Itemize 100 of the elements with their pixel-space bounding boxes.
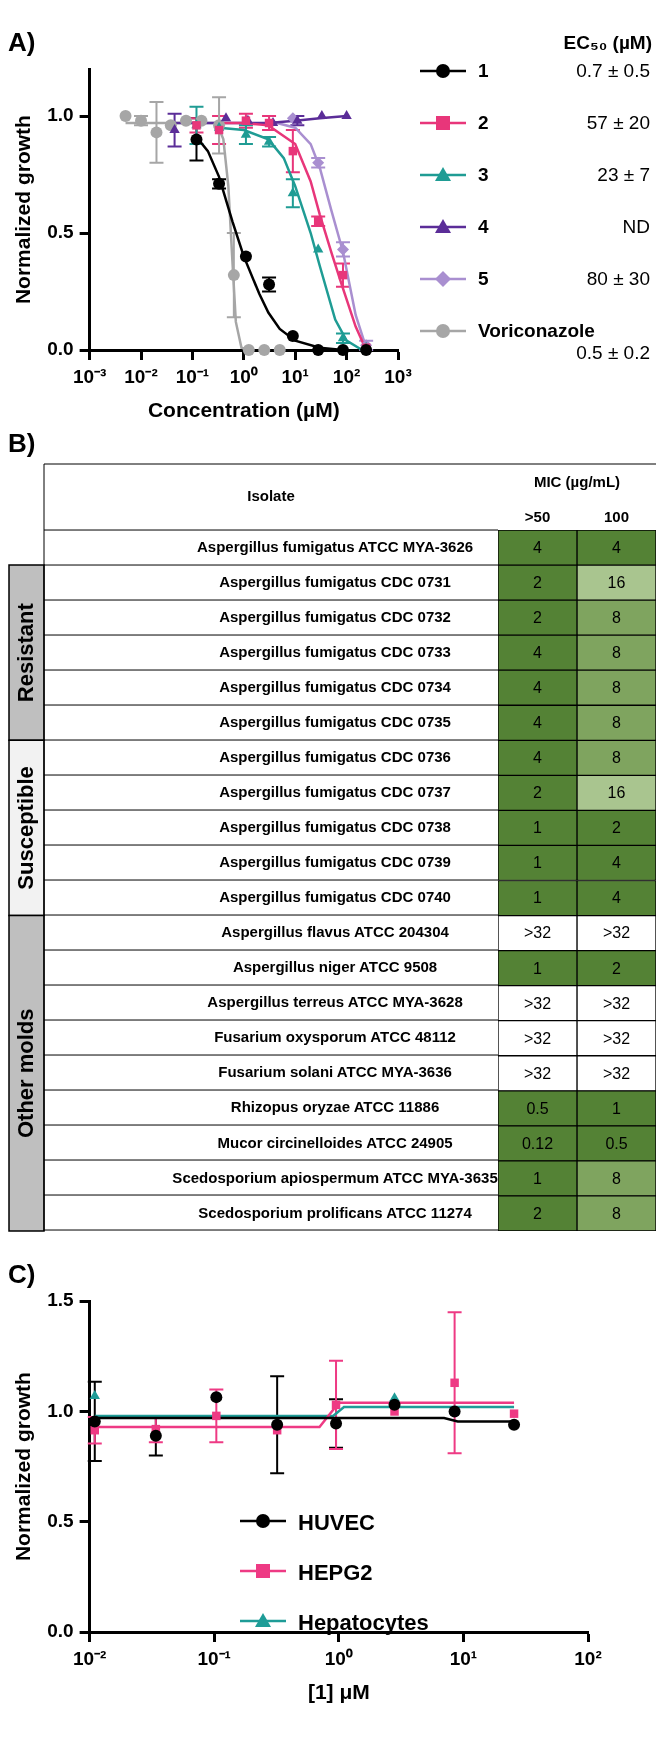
data-label: 1 [533,959,543,977]
x-tick-label: 10² [574,1647,602,1669]
text: >32 [523,1029,552,1047]
text: ND [622,216,650,238]
y-tick-label: Aspergillus fumigatus CDC 0731 [219,572,451,590]
text: >32 [523,994,552,1012]
text: >32 [523,1064,552,1082]
x-tick-label: 10³ [384,365,412,387]
text: Other molds [13,1008,39,1139]
text: Susceptible [13,766,39,890]
x-tick-label: 10⁻³ [72,365,107,387]
text: >32 [523,924,552,942]
y-axis-title: Normalized growth [11,1372,35,1562]
data-label: 4 [533,749,543,767]
text: Resistant [13,602,39,703]
y-tick-label: 0.0 [47,338,74,360]
data-label: 8 [612,1204,622,1222]
text: >32 [602,1064,631,1082]
chart-title: A) [8,26,36,57]
text: 0.7 ± 0.5 [576,60,650,82]
data-label: 2 [612,959,622,977]
data-label: 0.5 [526,1099,549,1117]
y-tick-label: Scedosporium apiospermum ATCC MYA-3635 [172,1168,498,1186]
data-label: 1 [533,1169,543,1187]
data-label: 2 [533,573,543,591]
data-label: 2 [533,609,543,627]
y-tick-label: Aspergillus fumigatus CDC 0735 [219,712,451,730]
data-label: 16 [607,784,626,802]
data-label: 0.5 [605,1134,628,1152]
legend-label: 3 [478,164,490,186]
legend-label: Hepatocytes [298,1610,429,1636]
y-tick-label: Aspergillus fumigatus CDC 0733 [219,642,451,660]
data-label: 4 [533,679,543,697]
text: 57 ± 20 [586,112,650,134]
legend-label: HUVEC [298,1510,376,1536]
data-label: 2 [533,1204,543,1222]
data-label: 8 [612,714,622,732]
text: 0.5 ± 0.2 [576,342,650,364]
data-label: 4 [612,538,622,556]
legend-label: 1 [478,60,490,82]
y-tick-label: 1.0 [47,104,74,126]
data-label: 1 [533,854,543,872]
data-label: 1 [612,1099,622,1117]
y-tick-label: Aspergillus terreus ATCC MYA-3628 [207,993,463,1011]
y-tick-label: Fusarium solani ATCC MYA-3636 [218,1063,452,1081]
legend-label: HEPG2 [298,1560,373,1586]
data-label: 1 [533,889,543,907]
y-tick-label: Aspergillus fumigatus CDC 0738 [219,818,451,836]
data-label: 2 [533,784,543,802]
y-tick-label: 0.0 [47,1620,74,1642]
y-tick-label: Aspergillus niger ATCC 9508 [232,958,438,976]
data-label: 4 [612,889,622,907]
y-tick-label: Aspergillus fumigatus CDC 0736 [219,747,451,765]
data-label: 4 [533,538,543,556]
y-tick-label: Aspergillus flavus ATCC 204304 [221,923,450,941]
x-axis-title: Concentration (µM) [147,398,340,422]
x-axis-title: MIC (µg/mL) [533,473,621,491]
data-label: 8 [612,679,622,697]
text: >32 [602,924,631,942]
y-tick-label: Aspergillus fumigatus ATCC MYA-3626 [196,537,474,555]
data-label: 16 [607,573,626,591]
data-label: 0.12 [521,1134,554,1152]
data-label: 4 [612,854,622,872]
y-tick-label: 1.0 [47,1399,74,1421]
x-tick-label: 10¹ [281,365,309,387]
y-tick-label: 0.5 [47,221,75,243]
x-tick-label: 10⁰ [324,1647,353,1669]
y-tick-label: Mucor circinelloides ATCC 24905 [217,1133,453,1151]
legend-label: 5 [478,268,490,290]
x-tick-label: >50 [524,508,551,526]
x-tick-label: 10⁻² [72,1647,107,1669]
x-tick-label: 10² [332,365,361,387]
y-tick-label: Aspergillus fumigatus CDC 0739 [219,853,451,871]
text: >32 [602,1029,631,1047]
x-tick-label: 10¹ [449,1647,478,1669]
y-tick-label: Aspergillus fumigatus CDC 0732 [219,607,451,625]
y-tick-label: Aspergillus fumigatus CDC 0740 [219,888,451,906]
text: 80 ± 30 [586,268,650,290]
data-label: 8 [612,749,622,767]
y-tick-label: Aspergillus fumigatus CDC 0734 [219,677,452,695]
y-tick-label: Scedosporium prolificans ATCC 11274 [198,1203,473,1221]
x-tick-label: 10⁻¹ [197,1647,231,1669]
legend-title: EC₅₀ (µM) [562,32,652,54]
legend-label: Voriconazole [478,320,595,342]
x-tick-label: 10⁻¹ [175,365,210,387]
data-label: 2 [612,819,622,837]
y-axis-title: Isolate [247,487,295,505]
y-tick-label: Rhizopus oryzae ATCC 11886 [230,1098,440,1116]
text: B) [8,428,37,460]
legend-label: 4 [478,216,490,238]
data-label: 8 [612,644,622,662]
data-label: 8 [612,609,622,627]
data-label: 1 [533,819,543,837]
y-tick-label: 1.5 [47,1289,75,1311]
text: >32 [602,994,631,1012]
chart-title: C) [8,1258,36,1289]
data-label: 8 [612,1169,622,1187]
y-tick-label: 0.5 [47,1509,75,1531]
legend-label: 2 [478,112,490,134]
x-tick-label: 100 [603,508,630,526]
